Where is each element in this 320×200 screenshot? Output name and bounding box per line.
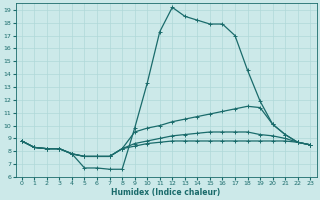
X-axis label: Humidex (Indice chaleur): Humidex (Indice chaleur) [111,188,221,197]
